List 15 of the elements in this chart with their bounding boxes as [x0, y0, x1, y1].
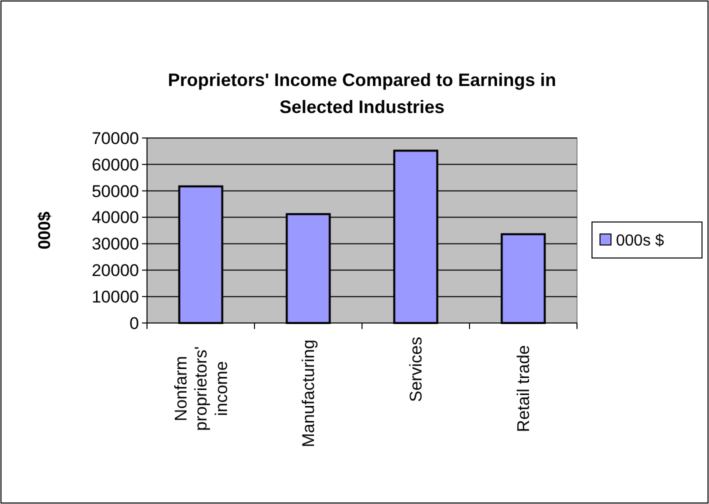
y-axis-title: 000$ [35, 211, 54, 250]
chart-title: Proprietors' Income Compared to Earnings in Selected Industries [168, 70, 556, 117]
x-tick-label: Services [406, 336, 426, 402]
y-tick-label: 40000 [92, 208, 139, 228]
y-tick-label: 30000 [92, 234, 139, 254]
y-tick-label: 0 [130, 314, 139, 333]
y-tick-label: 20000 [92, 261, 139, 280]
y-tick-label: 50000 [92, 182, 139, 201]
legend-label: 000s $ [616, 232, 664, 250]
x-tick-label: Manufacturing [299, 340, 318, 448]
x-tick-label: Retail trade [514, 345, 534, 432]
x-tick-label: Nonfarm proprietors' income [171, 346, 232, 431]
y-tick-label: 10000 [92, 288, 139, 307]
y-tick-label: 60000 [92, 155, 139, 174]
y-tick-label: 70000 [92, 128, 139, 148]
